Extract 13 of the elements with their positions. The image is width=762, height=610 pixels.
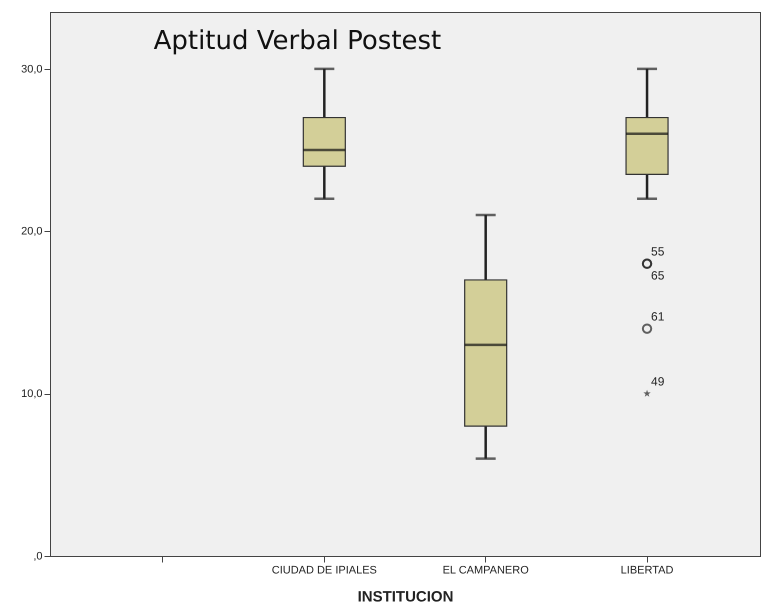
- x-tick-label: EL CAMPANERO: [442, 564, 530, 576]
- y-tick-label: 30,0: [21, 63, 42, 76]
- annotation: 55: [651, 244, 665, 259]
- annotation: 49: [651, 374, 665, 389]
- y-tick-label: 20,0: [21, 226, 42, 238]
- y-tick-label: 10,0: [21, 388, 42, 400]
- annotation: 65: [651, 268, 665, 283]
- x-tick-label: LIBERTAD: [620, 564, 674, 576]
- text: Aptitud Verbal Postest: [154, 26, 442, 56]
- annotation: 61: [651, 310, 665, 324]
- y-tick-label: ,0: [33, 550, 42, 562]
- x-axis-title: INSTITUCION: [358, 588, 454, 606]
- x-tick-label: CIUDAD DE IPIALES: [272, 564, 377, 576]
